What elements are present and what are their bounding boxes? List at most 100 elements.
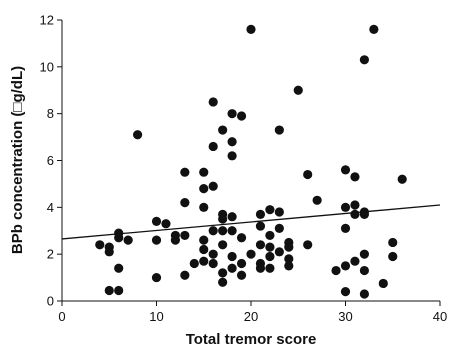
data-point: [284, 242, 294, 252]
data-point: [274, 223, 284, 234]
y-tick-label: 8: [47, 106, 54, 121]
data-point: [161, 219, 171, 229]
data-point: [151, 216, 162, 226]
data-point: [218, 214, 228, 224]
data-point: [180, 270, 190, 280]
data-point: [378, 278, 388, 289]
plot-area: 0 10 20 30 40 0 2 4 6 8 10 12: [40, 13, 448, 325]
data-point: [208, 97, 218, 107]
data-point: [293, 85, 303, 95]
data-point: [350, 172, 360, 182]
data-point: [208, 226, 218, 236]
data-point: [227, 263, 237, 273]
data-point: [236, 233, 247, 243]
data-point: [189, 258, 199, 269]
data-point: [218, 125, 228, 135]
x-tick-label: 0: [58, 309, 65, 324]
x-tick-label: 10: [149, 309, 163, 324]
y-tick-label: 10: [40, 59, 54, 74]
data-point: [359, 209, 369, 219]
data-point: [218, 226, 228, 236]
trend-line: [61, 204, 441, 240]
data-point: [284, 261, 294, 271]
data-point: [114, 233, 124, 243]
data-point: [236, 270, 247, 280]
data-point: [274, 207, 284, 217]
data-point: [227, 137, 237, 147]
data-point: [199, 235, 209, 245]
data-point: [359, 249, 369, 259]
data-point: [303, 240, 313, 250]
data-point: [227, 151, 237, 161]
data-point: [199, 167, 209, 177]
data-point: [274, 247, 284, 257]
data-point: [388, 237, 398, 248]
data-point: [255, 263, 266, 273]
data-point: [236, 258, 247, 269]
data-point: [350, 200, 360, 210]
data-point: [218, 240, 228, 250]
data-point: [303, 169, 313, 180]
data-point: [114, 263, 124, 273]
data-point: [218, 268, 228, 278]
data-point: [265, 263, 275, 273]
tick-labels: 0 10 20 30 40 0 2 4 6 8 10 12: [40, 13, 448, 325]
x-tick-label: 40: [433, 309, 447, 324]
y-tick-label: 0: [47, 294, 54, 309]
data-point: [199, 184, 209, 194]
data-point: [255, 221, 266, 231]
data-point: [340, 223, 351, 234]
data-point: [284, 254, 294, 264]
data-point: [331, 265, 341, 276]
data-point: [265, 230, 275, 241]
data-point: [199, 256, 209, 266]
data-point: [218, 277, 228, 287]
data-point: [180, 230, 190, 241]
data-point: [388, 251, 398, 262]
data-point: [227, 212, 237, 222]
y-tick-label: 2: [47, 247, 54, 262]
data-point: [151, 272, 162, 283]
y-tick-label: 6: [47, 153, 54, 168]
data-point: [151, 235, 162, 245]
data-point: [227, 251, 237, 262]
x-axis-title: Total tremor score: [186, 331, 317, 348]
data-point: [114, 285, 124, 296]
data-point: [265, 251, 275, 262]
data-point: [350, 209, 360, 219]
data-point: [265, 242, 275, 252]
data-point: [350, 256, 360, 266]
data-point: [180, 198, 190, 208]
data-point: [104, 285, 114, 296]
data-point: [199, 244, 209, 255]
data-point: [340, 202, 351, 212]
data-point: [274, 125, 284, 135]
data-point: [359, 55, 369, 65]
data-point: [359, 289, 369, 299]
y-tick-label: 4: [47, 200, 54, 215]
data-point: [236, 111, 247, 121]
ticks: [57, 19, 441, 306]
data-point: [227, 109, 237, 119]
data-point: [359, 265, 369, 276]
data-point: [246, 249, 256, 259]
data-point: [340, 165, 351, 175]
data-point: [208, 258, 218, 269]
data-point: [208, 141, 218, 152]
data-points: [95, 24, 407, 299]
data-point: [123, 235, 133, 245]
data-point: [265, 205, 275, 215]
data-point: [180, 167, 190, 177]
data-point: [369, 24, 379, 34]
x-tick-label: 30: [338, 309, 352, 324]
data-point: [208, 181, 218, 191]
data-point: [199, 202, 209, 212]
data-point: [397, 174, 407, 184]
data-point: [95, 240, 105, 250]
data-point: [255, 240, 266, 250]
data-point: [340, 261, 351, 271]
data-point: [133, 130, 143, 140]
y-tick-label: 12: [40, 13, 54, 28]
y-axis-title: BPb concentration (□g/dL): [9, 66, 26, 254]
